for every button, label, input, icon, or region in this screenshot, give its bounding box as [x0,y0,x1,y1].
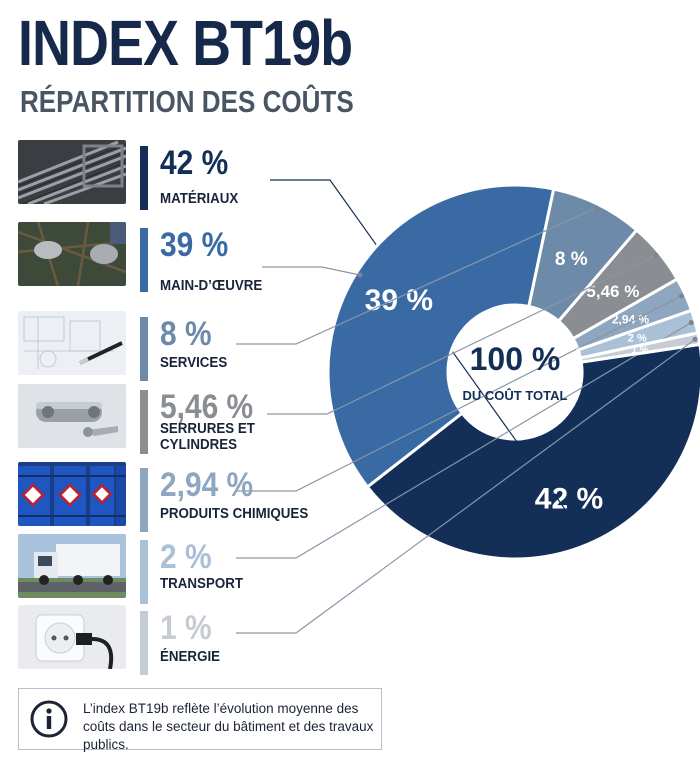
slice-label-1: 39 % [365,284,433,317]
leader-dot-1 [357,272,363,278]
slice-label-3: 5,46 % [586,282,639,301]
legend-color-bar [140,390,148,454]
legend-value: 2,94 % [160,466,254,504]
info-box: L’index BT19b reflète l’évolution moyenn… [18,688,382,752]
leader-line-4 [236,295,682,492]
page-title: INDEX BT19b [18,7,353,79]
legend-color-bar [140,611,148,675]
legend-value: 42 % [160,144,229,182]
donut-slice-6 [578,331,700,364]
lock-cylinder-image [18,384,126,448]
leader-dot-4 [678,293,684,299]
legend-value: 5,46 % [160,388,254,426]
leader-dot-5 [688,320,694,326]
slice-label-4: 2,94 % [612,312,650,326]
legend-row-serrures: 5,46 % SERRURES ET CYLINDRES [18,384,328,454]
legend-row-produits-chimiques: 2,94 % PRODUITS CHIMIQUES [18,462,328,532]
legend-value: 2 % [160,538,212,576]
legend-value: 39 % [160,226,229,264]
legend-row-transport: 2 % TRANSPORT [18,534,328,604]
donut-slice-1 [326,183,556,489]
legend-label: PRODUITS CHIMIQUES [160,506,309,522]
truck-image [18,534,126,598]
leader-dot-3 [653,252,659,258]
slice-label-2: 8 % [555,249,588,270]
legend-row-services: 8 % SERVICES [18,311,328,381]
leader-line-2 [236,207,597,345]
slice-label-0: 42 % [535,482,603,515]
leader-line-5 [236,322,692,559]
leader-dot-0 [584,537,590,543]
leader-dot-2 [593,205,599,211]
legend-color-bar [140,468,148,532]
legend-label: SERRURES ET CYLINDRES [160,421,255,453]
legend-value: 8 % [160,315,212,353]
slice-label-5: 2 % [628,333,647,345]
legend-row-materiaux: 42 % MATÉRIAUX [18,140,328,210]
leader-line-1 [262,266,360,276]
leader-line-6 [236,338,696,634]
legend-color-bar [140,228,148,292]
legend-label: ÉNERGIE [160,649,221,665]
legend-color-bar [140,317,148,381]
leader-dot-6 [692,336,698,342]
legend-color-bar [140,146,148,210]
legend-row-energie: 1 % ÉNERGIE [18,605,328,675]
info-icon [30,700,68,738]
worker-gloves-image [18,222,126,286]
chemical-drums-image [18,462,126,526]
leader-line-0 [270,179,588,541]
legend-label: MAIN-D’ŒUVRE [160,278,263,294]
info-text: L’index BT19b reflète l’évolution moyenn… [83,701,374,752]
legend-label: TRANSPORT [160,576,244,592]
steel-bars-image [18,140,126,204]
legend-color-bar [140,540,148,604]
center-label: DU COÛT TOTAL [463,388,568,403]
legend-row-main-doeuvre: 39 % MAIN-D’ŒUVRE [18,222,328,294]
page-subtitle: RÉPARTITION DES COÛTS [20,84,354,119]
blueprint-pen-image [18,311,126,375]
legend-label: SERVICES [160,355,228,371]
leader-line-3 [267,254,657,415]
center-value: 100 % [470,341,561,377]
legend-value: 1 % [160,609,212,647]
slice-label-6: 1 % [631,345,648,356]
legend-label: MATÉRIAUX [160,191,239,207]
power-outlet-image [18,605,126,669]
